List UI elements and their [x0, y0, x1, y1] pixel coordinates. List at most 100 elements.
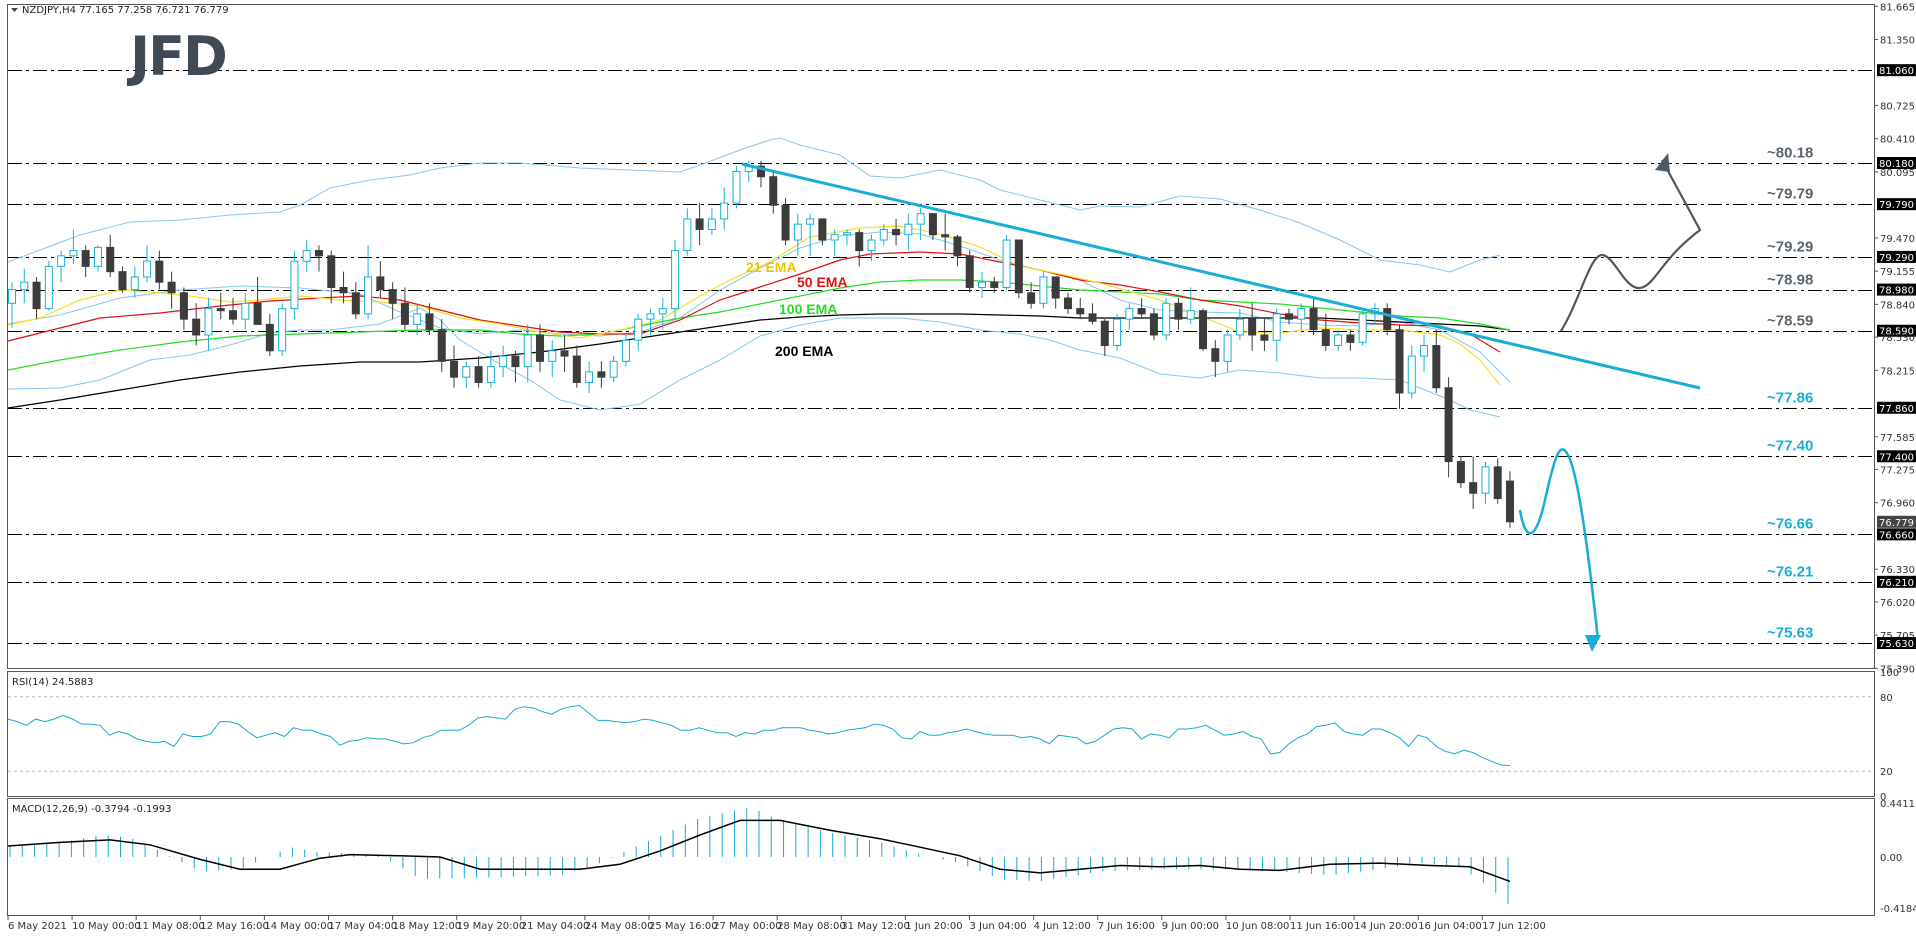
- bearish-candle: [118, 271, 127, 291]
- bearish-candle: [1174, 302, 1183, 320]
- collapse-triangle-icon[interactable]: [11, 8, 18, 12]
- x-tick-label: 24 May 08:00: [585, 921, 654, 932]
- bullish-candle: [621, 339, 630, 362]
- bullish-candle: [1358, 313, 1367, 343]
- price-level-tag: [1877, 528, 1916, 541]
- bullish-candle: [609, 360, 618, 378]
- x-tick-label: 12 May 16:00: [200, 921, 269, 932]
- x-tick-label: 11 Jun 16:00: [1290, 921, 1354, 932]
- bullish-candle: [1407, 355, 1416, 394]
- price-level-tag-text: 80.180: [1879, 159, 1914, 170]
- bearish-candle: [1076, 308, 1085, 315]
- bearish-candle: [400, 302, 409, 325]
- bearish-candle: [1284, 313, 1293, 320]
- bullish-candle: [486, 366, 495, 383]
- macd-signal-line: [7, 819, 1511, 883]
- horizontal-levels: ~80.18 ~79.79 ~79.29 ~78.98 ~78.59 ~77.86 ~77.…: [8, 70, 1874, 644]
- bullish-candle: [548, 350, 557, 362]
- macd-tick: -0.4184: [1880, 904, 1916, 915]
- price-level-tag: [1877, 64, 1916, 77]
- price-level-tag-text: 77.400: [1879, 452, 1914, 463]
- x-tick-label: 25 May 16:00: [649, 921, 718, 932]
- level-label: ~77.86: [1767, 390, 1813, 407]
- bearish-candle: [1137, 308, 1146, 315]
- bearish-candle: [695, 218, 704, 230]
- bearish-candle: [192, 318, 201, 336]
- bearish-candle: [855, 232, 864, 252]
- bearish-candle: [1309, 308, 1318, 331]
- bearish-candle: [1346, 334, 1355, 343]
- bearish-candle: [511, 355, 520, 368]
- price-level-tag: [1877, 637, 1916, 650]
- level-label: ~79.79: [1767, 186, 1813, 203]
- price-axis[interactable]: 81.665 81.350 81.060 80.725 80.410 80.18080.0…: [1874, 2, 1916, 675]
- level-label: ~78.59: [1767, 313, 1813, 330]
- price-level-tag-text: 79.290: [1879, 253, 1914, 264]
- bullish-candle: [830, 234, 839, 241]
- bullish-candle: [916, 213, 925, 225]
- level-label: ~76.21: [1767, 564, 1813, 581]
- macd-indicator: 0.4411 0.00 -0.4184: [7, 799, 1916, 915]
- bullish-candle: [1272, 313, 1281, 341]
- bearish-candle: [1493, 466, 1502, 499]
- bearish-candle: [265, 323, 274, 352]
- bearish-candle: [437, 329, 446, 362]
- arrow-up-icon: [1655, 153, 1670, 172]
- x-tick-label: 17 May 04:00: [329, 921, 398, 932]
- projection-paths: [1518, 153, 1702, 652]
- bullish-candle: [290, 260, 299, 310]
- price-level-tag-text: 79.790: [1879, 200, 1914, 211]
- price-level-tag-text: 76.210: [1879, 578, 1914, 589]
- bullish-candle: [130, 276, 139, 291]
- current-price-text: 76.779: [1879, 518, 1914, 529]
- bullish-candle: [413, 313, 422, 325]
- price-level-tag-text: 75.630: [1879, 639, 1914, 650]
- ema200-line: [7, 313, 1511, 409]
- bullish-candle: [93, 246, 102, 267]
- price-level-tag-text: 78.980: [1879, 286, 1914, 297]
- ema100-line: [7, 279, 1511, 371]
- x-tick-label: 10 May 00:00: [72, 921, 141, 932]
- bearish-candle: [1444, 387, 1453, 463]
- current-price-tag: [1877, 515, 1916, 528]
- price-level-tag: [1877, 575, 1916, 588]
- bearish-candle: [1260, 334, 1269, 341]
- bearish-candle: [572, 355, 581, 383]
- bullish-candle: [204, 308, 213, 336]
- bearish-candle: [1469, 482, 1478, 494]
- bearish-candle: [339, 286, 348, 294]
- bullish-candle: [732, 170, 741, 204]
- price-level-tag: [1877, 401, 1916, 414]
- x-tick-label: 1 Jun 20:00: [905, 921, 962, 932]
- bearish-candle: [314, 250, 323, 257]
- x-tick-label: 4 Jun 12:00: [1034, 921, 1091, 932]
- y-tick-label: 80.410: [1880, 135, 1915, 146]
- bearish-candle: [1506, 480, 1514, 523]
- price-level-tag: [1877, 198, 1916, 211]
- x-tick-label: 14 May 00:00: [264, 921, 333, 932]
- x-tick-label: 16 Jun 04:00: [1418, 921, 1482, 932]
- bullish-candle: [793, 223, 802, 241]
- ema-label: 21 EMA: [746, 259, 797, 275]
- y-tick-label: 80.095: [1880, 168, 1915, 179]
- downtrend-line[interactable]: [741, 162, 1701, 390]
- bearish-candle: [450, 360, 459, 378]
- bollinger-upper-line: [7, 137, 1501, 273]
- bearish-scenario-path: [1518, 448, 1600, 641]
- arrow-down-icon: [1585, 635, 1601, 652]
- y-tick-label: 77.585: [1880, 433, 1915, 444]
- bullish-candle: [1420, 345, 1429, 357]
- y-tick-label: 78.530: [1880, 333, 1915, 344]
- bearish-candle: [953, 236, 962, 257]
- bearish-candle: [1395, 329, 1404, 394]
- bullish-candle: [1186, 310, 1195, 320]
- ema-label: 50 EMA: [797, 274, 848, 290]
- x-tick-label: 31 May 12:00: [841, 921, 910, 932]
- bullish-candle: [683, 218, 692, 252]
- y-tick-label: 76.960: [1880, 499, 1915, 510]
- bollinger-lower-line: [7, 307, 1501, 418]
- bullish-candle: [69, 250, 78, 257]
